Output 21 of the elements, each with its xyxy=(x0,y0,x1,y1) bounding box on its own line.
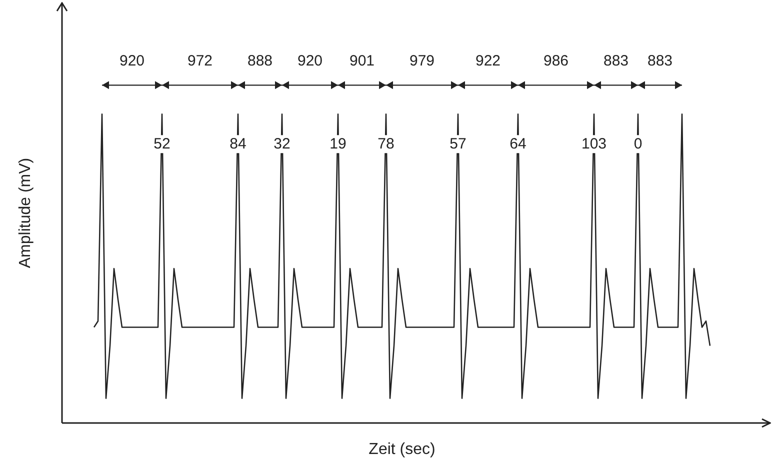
annotation: 103 xyxy=(581,135,607,152)
x-axis-title: Zeit (sec) xyxy=(368,440,436,458)
text: 888 xyxy=(247,52,273,70)
annotation: 52 xyxy=(154,135,170,152)
text: 920 xyxy=(297,52,323,70)
annotation: 78 xyxy=(378,135,394,152)
text: 883 xyxy=(647,52,673,70)
annotation: 19 xyxy=(330,135,346,152)
text: 920 xyxy=(119,52,145,70)
text: 922 xyxy=(475,52,501,70)
text: 979 xyxy=(409,52,435,70)
annotation: 32 xyxy=(274,135,290,152)
text: 901 xyxy=(349,52,375,70)
text: 883 xyxy=(603,52,629,70)
annotation: 64 xyxy=(510,135,526,152)
text: 986 xyxy=(543,52,569,70)
annotation: 57 xyxy=(450,135,466,152)
text: 972 xyxy=(187,52,213,70)
y-axis-title: Amplitude (mV) xyxy=(17,158,34,268)
annotation: 84 xyxy=(230,135,246,152)
annotation: 0 xyxy=(634,135,642,152)
